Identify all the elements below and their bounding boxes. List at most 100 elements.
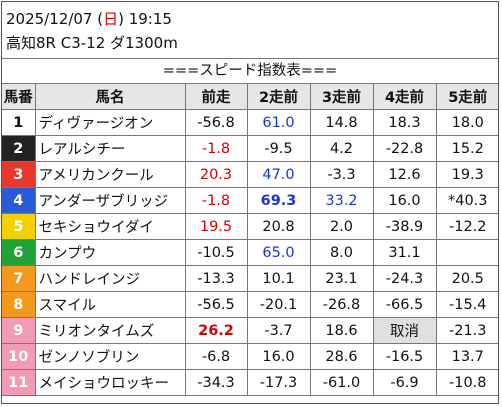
- speed-index-3-races-ago: -26.8: [309, 291, 374, 318]
- speed-index-2-races-ago: 20.8: [246, 213, 311, 240]
- speed-index-3-races-ago: 14.8: [309, 109, 374, 136]
- table-row: 8 スマイル -56.5 -20.1 -26.8 -66.5 -15.4: [2, 291, 498, 318]
- table-title: ===スピード指数表===: [2, 58, 498, 83]
- horse-number: 9: [2, 317, 36, 344]
- speed-index-2-races-ago: -9.5: [246, 135, 311, 162]
- speed-index-5-races-ago: -12.2: [435, 213, 498, 240]
- table-row: 3 アメリカンクール 20.3 47.0 -3.3 12.6 19.3: [2, 161, 498, 188]
- horse-name: スマイル: [34, 291, 186, 318]
- speed-index-3-races-ago: 23.1: [309, 265, 374, 292]
- horse-name: ミリオンタイムズ: [34, 317, 186, 344]
- speed-index-4-races-ago: 取消: [372, 317, 437, 344]
- speed-index-3-races-ago: 33.2: [309, 187, 374, 214]
- speed-index-2-races-ago: 16.0: [246, 343, 311, 370]
- horse-number: 4: [2, 187, 36, 214]
- race-header: 2025/12/07 (日) 19:15 高知8R C3-12 ダ1300m: [2, 2, 498, 58]
- speed-index-4-races-ago: -24.3: [372, 265, 437, 292]
- speed-index-last-race: 19.5: [184, 213, 248, 240]
- speed-index-2-races-ago: 47.0: [246, 161, 311, 188]
- horse-number: 5: [2, 213, 36, 240]
- table-row: 5 セキショウイダイ 19.5 20.8 2.0 -38.9 -12.2: [2, 213, 498, 240]
- speed-index-last-race: -1.8: [184, 135, 248, 162]
- table-row: 6 カンプウ -10.5 65.0 8.0 31.1: [2, 239, 498, 266]
- horse-name: ゼンノソブリン: [34, 343, 186, 370]
- speed-index-last-race: -1.8: [184, 187, 248, 214]
- horse-name: アメリカンクール: [34, 161, 186, 188]
- race-datetime: 2025/12/07 (日) 19:15: [6, 8, 172, 29]
- speed-index-table: 馬番 馬名 前走 2走前 3走前 4走前 5走前 1 ディヴァージオン -56.8 6…: [2, 83, 498, 396]
- speed-index-5-races-ago: -10.8: [435, 369, 498, 396]
- speed-index-5-races-ago: 20.5: [435, 265, 498, 292]
- speed-index-2-races-ago: 10.1: [246, 265, 311, 292]
- speed-index-4-races-ago: -6.9: [372, 369, 437, 396]
- horse-name: ハンドレインジ: [34, 265, 186, 292]
- speed-index-5-races-ago: 13.7: [435, 343, 498, 370]
- horse-number: 11: [2, 369, 36, 396]
- table-row: 9 ミリオンタイムズ 26.2 -3.7 18.6 取消 -21.3: [2, 317, 498, 344]
- speed-index-4-races-ago: 18.3: [372, 109, 437, 136]
- speed-index-last-race: -10.5: [184, 239, 248, 266]
- speed-index-3-races-ago: 2.0: [309, 213, 374, 240]
- table-row: 1 ディヴァージオン -56.8 61.0 14.8 18.3 18.0: [2, 109, 498, 136]
- horse-number: 7: [2, 265, 36, 292]
- horse-name: ディヴァージオン: [34, 109, 186, 136]
- horse-name: メイショウロッキー: [34, 369, 186, 396]
- horse-number: 2: [2, 135, 36, 162]
- speed-index-last-race: -56.5: [184, 291, 248, 318]
- speed-index-3-races-ago: 18.6: [309, 317, 374, 344]
- horse-name: カンプウ: [34, 239, 186, 266]
- speed-index-3-races-ago: 8.0: [309, 239, 374, 266]
- speed-index-4-races-ago: 31.1: [372, 239, 437, 266]
- horse-number: 1: [2, 109, 36, 136]
- speed-index-5-races-ago: [435, 239, 498, 266]
- table-row: 7 ハンドレインジ -13.3 10.1 23.1 -24.3 20.5: [2, 265, 498, 292]
- col-header-horse-name: 馬名: [34, 83, 186, 110]
- speed-index-4-races-ago: -16.5: [372, 343, 437, 370]
- speed-index-4-races-ago: -38.9: [372, 213, 437, 240]
- table-row: 4 アンダーザブリッジ -1.8 69.3 33.2 16.0 *40.3: [2, 187, 498, 214]
- speed-index-5-races-ago: 18.0: [435, 109, 498, 136]
- speed-index-3-races-ago: 28.6: [309, 343, 374, 370]
- col-header-5-races-ago: 5走前: [435, 83, 498, 110]
- col-header-last-race: 前走: [184, 83, 248, 110]
- speed-index-2-races-ago: 69.3: [246, 187, 311, 214]
- speed-index-5-races-ago: -21.3: [435, 317, 498, 344]
- speed-index-4-races-ago: -22.8: [372, 135, 437, 162]
- speed-index-last-race: -13.3: [184, 265, 248, 292]
- speed-index-5-races-ago: *40.3: [435, 187, 498, 214]
- horse-number: 10: [2, 343, 36, 370]
- horse-number: 6: [2, 239, 36, 266]
- speed-index-last-race: 26.2: [184, 317, 248, 344]
- time-text: ) 19:15: [118, 10, 172, 28]
- speed-index-4-races-ago: 16.0: [372, 187, 437, 214]
- speed-index-5-races-ago: 15.2: [435, 135, 498, 162]
- speed-index-2-races-ago: -17.3: [246, 369, 311, 396]
- col-header-2-races-ago: 2走前: [246, 83, 311, 110]
- horse-name: アンダーザブリッジ: [34, 187, 186, 214]
- speed-index-4-races-ago: 12.6: [372, 161, 437, 188]
- col-header-3-races-ago: 3走前: [309, 83, 374, 110]
- horse-number: 3: [2, 161, 36, 188]
- speed-index-3-races-ago: -3.3: [309, 161, 374, 188]
- speed-index-last-race: -56.8: [184, 109, 248, 136]
- horse-number: 8: [2, 291, 36, 318]
- speed-index-3-races-ago: 4.2: [309, 135, 374, 162]
- speed-index-2-races-ago: 65.0: [246, 239, 311, 266]
- speed-index-3-races-ago: -61.0: [309, 369, 374, 396]
- race-info: 高知8R C3-12 ダ1300m: [6, 34, 178, 52]
- table-header-row: 馬番 馬名 前走 2走前 3走前 4走前 5走前: [2, 83, 498, 110]
- horse-name: セキショウイダイ: [34, 213, 186, 240]
- date-text: 2025/12/07 (: [6, 10, 104, 28]
- col-header-4-races-ago: 4走前: [372, 83, 437, 110]
- speed-index-2-races-ago: -3.7: [246, 317, 311, 344]
- horse-name: レアルシチー: [34, 135, 186, 162]
- table-row: 2 レアルシチー -1.8 -9.5 4.2 -22.8 15.2: [2, 135, 498, 162]
- col-header-number: 馬番: [2, 83, 36, 110]
- speed-index-2-races-ago: 61.0: [246, 109, 311, 136]
- speed-index-last-race: 20.3: [184, 161, 248, 188]
- speed-index-5-races-ago: 19.3: [435, 161, 498, 188]
- speed-index-last-race: -34.3: [184, 369, 248, 396]
- speed-index-5-races-ago: -15.4: [435, 291, 498, 318]
- day-of-week: 日: [103, 10, 119, 28]
